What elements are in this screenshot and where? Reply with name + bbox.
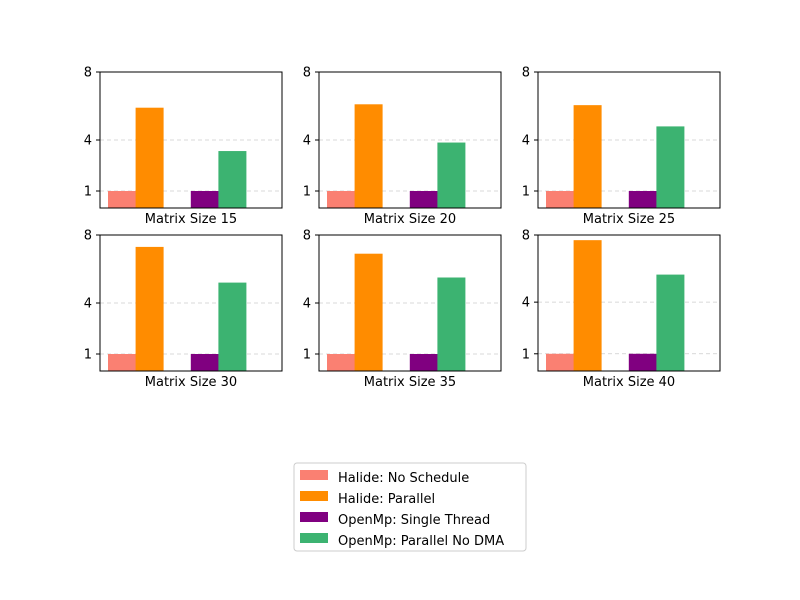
bar-halide-no-schedule: [546, 353, 574, 371]
bar-openmp-single-thread: [628, 353, 657, 371]
subplot-6: 1 4 8 Matrix Size 40: [522, 229, 721, 390]
bar-openmp-single-thread: [190, 354, 219, 371]
y-tick-label: 1: [303, 185, 311, 200]
legend-label: Halide: No Schedule: [338, 471, 469, 486]
x-axis-label: Matrix Size 25: [583, 212, 675, 227]
y-tick-label: 8: [84, 229, 92, 244]
y-tick-label: 4: [522, 134, 530, 149]
bar-halide-parallel: [573, 240, 602, 371]
y-tick-label: 4: [84, 134, 92, 149]
bar-halide-no-schedule: [108, 191, 136, 208]
bar-halide-no-schedule: [108, 354, 136, 371]
y-tick-label: 4: [84, 297, 92, 312]
y-tick-label: 4: [303, 297, 311, 312]
legend-swatch: [300, 533, 328, 543]
chart-legend: Halide: No Schedule Halide: Parallel OpenM…: [293, 462, 527, 552]
bar-halide-no-schedule: [546, 191, 574, 208]
bar-halide-no-schedule: [327, 354, 355, 371]
legend-label: OpenMp: Parallel No DMA: [338, 534, 504, 549]
bar-openmp-single-thread: [409, 191, 438, 208]
legend-swatch: [300, 512, 328, 522]
legend-item: OpenMp: Single Thread: [300, 512, 490, 528]
legend-item: Halide: No Schedule: [300, 470, 469, 486]
y-tick-label: 4: [522, 296, 530, 311]
y-tick-label: 1: [303, 348, 311, 363]
subplot-3: 1 4 8 Matrix Size 25: [522, 66, 721, 227]
bar-halide-parallel: [354, 104, 383, 208]
bar-openmp-parallel-no-dma: [437, 142, 466, 208]
bar-halide-no-schedule: [327, 191, 355, 208]
subplot-4: 1 4 8 Matrix Size 30: [84, 229, 283, 390]
bar-halide-parallel: [135, 246, 164, 371]
x-axis-label: Matrix Size 40: [583, 375, 675, 390]
bar-halide-parallel: [354, 253, 383, 371]
bar-openmp-parallel-no-dma: [437, 277, 466, 371]
y-tick-label: 8: [84, 66, 92, 81]
subplot-2: 1 4 8 Matrix Size 20: [303, 66, 502, 227]
x-axis-label: Matrix Size 20: [364, 212, 456, 227]
y-tick-label: 8: [522, 229, 530, 244]
x-axis-label: Matrix Size 30: [145, 375, 237, 390]
legend-label: OpenMp: Single Thread: [338, 513, 490, 528]
bar-halide-parallel: [135, 107, 164, 208]
legend-swatch: [300, 470, 328, 480]
x-axis-label: Matrix Size 35: [364, 375, 456, 390]
subplot-1: 1 4 8 Matrix Size 15: [84, 66, 283, 227]
y-tick-label: 1: [522, 185, 530, 200]
y-tick-label: 8: [522, 66, 530, 81]
y-tick-label: 4: [303, 134, 311, 149]
bar-openmp-parallel-no-dma: [218, 151, 247, 208]
legend-item: OpenMp: Parallel No DMA: [300, 533, 504, 549]
bar-openmp-single-thread: [190, 191, 219, 208]
legend-box: [293, 462, 527, 552]
subplot-5: 1 4 8 Matrix Size 35: [303, 229, 502, 390]
bar-openmp-parallel-no-dma: [656, 274, 685, 371]
y-tick-label: 1: [84, 185, 92, 200]
axes-frame: [537, 234, 721, 372]
bar-openmp-single-thread: [628, 191, 657, 208]
x-axis-label: Matrix Size 15: [145, 212, 237, 227]
bar-openmp-parallel-no-dma: [218, 282, 247, 371]
y-tick-label: 1: [522, 347, 530, 362]
y-tick-label: 8: [303, 229, 311, 244]
bar-openmp-parallel-no-dma: [656, 126, 685, 208]
y-tick-label: 8: [303, 66, 311, 81]
legend-item: Halide: Parallel: [300, 491, 435, 507]
y-tick-label: 1: [84, 348, 92, 363]
bar-halide-parallel: [573, 105, 602, 208]
bar-openmp-single-thread: [409, 354, 438, 371]
legend-swatch: [300, 491, 328, 501]
legend-label: Halide: Parallel: [338, 492, 435, 507]
